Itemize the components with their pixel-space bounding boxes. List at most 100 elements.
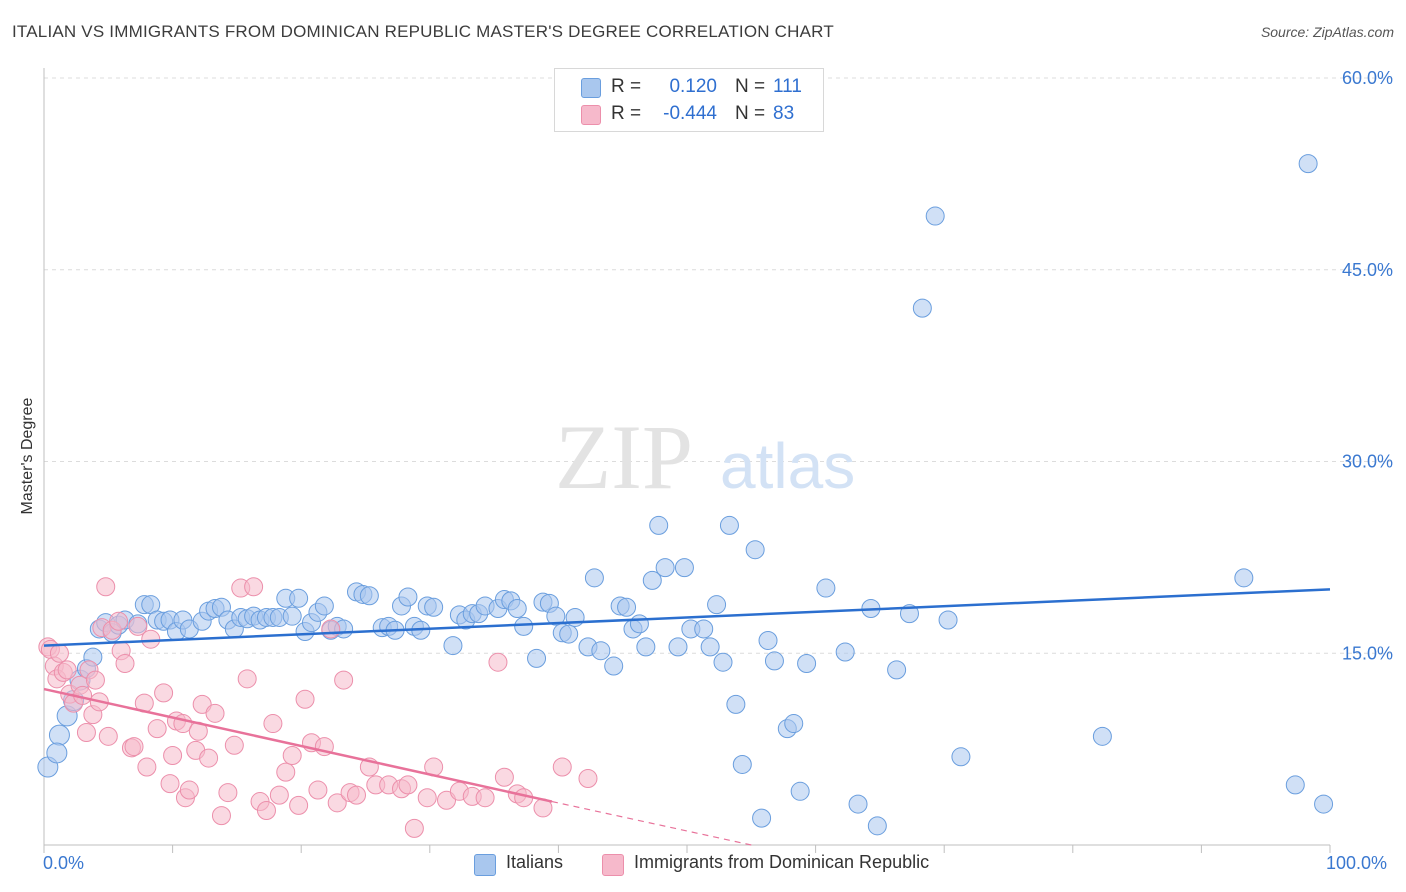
legend-r-value: 0.120: [669, 76, 717, 97]
italians-point: [707, 595, 727, 615]
italians-point: [745, 540, 765, 560]
dominican-point: [57, 660, 77, 680]
dominican-point: [404, 818, 424, 838]
italians-point: [559, 624, 579, 644]
axes: [43, 68, 1331, 853]
stats-legend: R = 0.120 N = 111 R = -0.444 N = 83: [554, 68, 824, 132]
italians-point: [764, 651, 784, 671]
italians-point: [636, 637, 656, 657]
dominican-point: [263, 714, 283, 734]
dominican-point: [109, 611, 129, 631]
italians-point: [514, 616, 534, 636]
italians-point: [816, 578, 836, 598]
dominican-point: [237, 669, 257, 689]
italians-point: [790, 781, 810, 801]
legend-n-label: N =: [735, 76, 766, 97]
legend-swatch-blue: [581, 78, 601, 98]
dominican-point: [475, 788, 495, 808]
dominican-point: [128, 616, 148, 636]
dominican-point: [85, 670, 105, 690]
italians-point: [835, 642, 855, 662]
legend-row-italians: R = 0.120 N = 111: [555, 74, 823, 100]
y-axis-label: Master's Degree: [19, 397, 36, 515]
italians-point: [359, 586, 379, 606]
x-tick-label-max: 100.0%: [1326, 853, 1388, 873]
dominican-point: [244, 577, 264, 597]
legend-r-label: R =: [611, 103, 642, 124]
italians-point: [784, 714, 804, 734]
dominican-point: [398, 775, 418, 795]
italians-point: [700, 637, 720, 657]
italians-point: [282, 606, 302, 626]
italians-point: [925, 206, 945, 226]
legend-swatch-italians: [474, 854, 496, 876]
legend-swatch-pink: [581, 105, 601, 125]
legend-r-value: -0.444: [663, 103, 717, 124]
italians-point: [289, 588, 309, 608]
legend-label-italians: Italians: [506, 852, 564, 872]
italians-point: [1234, 568, 1254, 588]
y-tick-label: 60.0%: [1342, 68, 1393, 88]
dominican-point: [98, 726, 118, 746]
italians-point: [48, 724, 70, 746]
watermark: ZIP atlas: [555, 406, 855, 508]
legend-r-label: R =: [611, 76, 642, 97]
trend-lines: [43, 588, 1331, 846]
watermark-atlas: atlas: [720, 430, 855, 502]
dominican-point: [124, 737, 144, 757]
dominican-point: [417, 788, 437, 808]
italians-point: [398, 587, 418, 607]
chart-title: ITALIAN VS IMMIGRANTS FROM DOMINICAN REP…: [12, 22, 834, 41]
dominican-point: [163, 746, 183, 766]
italians-point: [752, 808, 772, 828]
italians-point: [655, 558, 675, 578]
italians-point: [591, 641, 611, 661]
y-tick-label: 15.0%: [1342, 643, 1393, 663]
dominican-point: [115, 653, 135, 673]
dominican-point: [256, 800, 276, 820]
dominican-point: [199, 748, 219, 768]
dominican-point: [211, 806, 231, 826]
italians-point: [668, 637, 688, 657]
legend-n-value: 83: [773, 103, 795, 124]
dominican-point: [147, 719, 167, 739]
legend-label-dominican: Immigrants from Dominican Republic: [634, 852, 930, 872]
dominican-point: [308, 780, 328, 800]
dominican-point: [137, 757, 157, 777]
y-tick-label: 45.0%: [1342, 260, 1393, 280]
italians-point: [887, 660, 907, 680]
dominican-trend-extension: [551, 800, 752, 846]
italians-point: [732, 754, 752, 774]
dominican-point: [552, 757, 572, 777]
dominican-point: [96, 577, 116, 597]
dominican-point: [578, 769, 598, 789]
italians-point: [443, 636, 463, 656]
italians-point: [1314, 794, 1334, 814]
italians-point: [694, 619, 714, 639]
dominican-point: [141, 629, 161, 649]
italians-point: [912, 298, 932, 318]
dominican-point: [154, 683, 174, 703]
dominican-point: [179, 780, 199, 800]
dominican-point: [76, 723, 96, 743]
italians-point: [758, 630, 778, 650]
legend-row-dominican: R = -0.444 N = 83: [555, 101, 823, 127]
italians-point: [726, 694, 746, 714]
italians-point: [713, 652, 733, 672]
italians-point: [719, 515, 739, 535]
italians-point: [1092, 726, 1112, 746]
italians-point: [674, 558, 694, 578]
italians-point: [424, 597, 444, 617]
italians-point: [46, 742, 68, 764]
dominican-point: [321, 619, 341, 639]
italians-point: [848, 794, 868, 814]
dominican-point: [334, 670, 354, 690]
italians-point: [1285, 775, 1305, 795]
legend-swatch-dominican: [602, 854, 624, 876]
italians-point: [951, 747, 971, 767]
dominican-point: [295, 689, 315, 709]
italians-point: [314, 596, 334, 616]
dominican-point: [346, 785, 366, 805]
dominican-point: [218, 783, 238, 803]
